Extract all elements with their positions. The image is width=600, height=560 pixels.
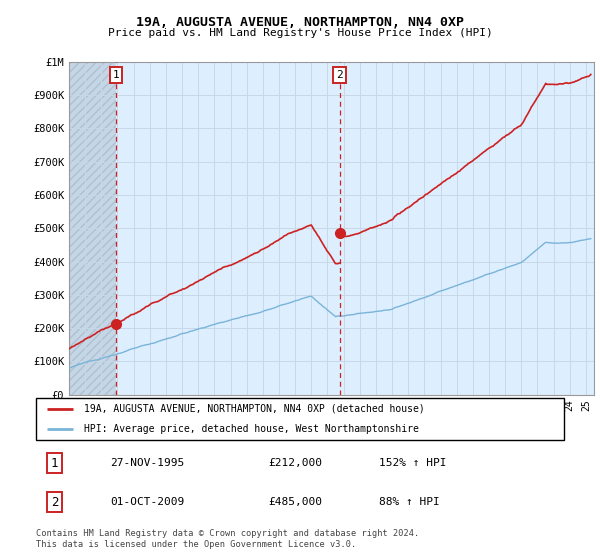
Text: £212,000: £212,000 [268, 458, 322, 468]
Text: Contains HM Land Registry data © Crown copyright and database right 2024.
This d: Contains HM Land Registry data © Crown c… [36, 529, 419, 549]
Text: Price paid vs. HM Land Registry's House Price Index (HPI): Price paid vs. HM Land Registry's House … [107, 28, 493, 38]
Text: HPI: Average price, detached house, West Northamptonshire: HPI: Average price, detached house, West… [83, 424, 418, 433]
Text: 27-NOV-1995: 27-NOV-1995 [110, 458, 184, 468]
Text: 19A, AUGUSTA AVENUE, NORTHAMPTON, NN4 0XP (detached house): 19A, AUGUSTA AVENUE, NORTHAMPTON, NN4 0X… [83, 404, 424, 413]
Text: 2: 2 [51, 496, 58, 508]
Text: £485,000: £485,000 [268, 497, 322, 507]
Text: 1: 1 [51, 456, 58, 470]
Text: 19A, AUGUSTA AVENUE, NORTHAMPTON, NN4 0XP: 19A, AUGUSTA AVENUE, NORTHAMPTON, NN4 0X… [136, 16, 464, 29]
Text: 152% ↑ HPI: 152% ↑ HPI [379, 458, 446, 468]
Text: 88% ↑ HPI: 88% ↑ HPI [379, 497, 440, 507]
Text: 01-OCT-2009: 01-OCT-2009 [110, 497, 184, 507]
Text: 2: 2 [336, 70, 343, 80]
Text: 1: 1 [113, 70, 119, 80]
